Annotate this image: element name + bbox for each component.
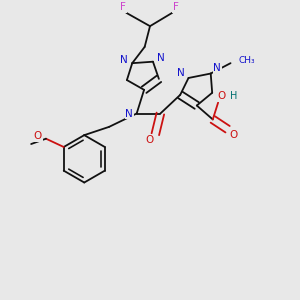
- Text: F: F: [173, 2, 179, 13]
- Text: N: N: [125, 109, 133, 118]
- Text: O: O: [34, 131, 42, 141]
- Text: N: N: [158, 53, 165, 63]
- Text: O: O: [217, 91, 225, 101]
- Text: O: O: [230, 130, 238, 140]
- Text: N: N: [177, 68, 185, 78]
- Text: H: H: [230, 91, 237, 101]
- Text: O: O: [145, 135, 154, 145]
- Text: N: N: [120, 55, 128, 64]
- Text: F: F: [120, 2, 126, 13]
- Text: N: N: [213, 63, 221, 73]
- Text: CH₃: CH₃: [239, 56, 256, 65]
